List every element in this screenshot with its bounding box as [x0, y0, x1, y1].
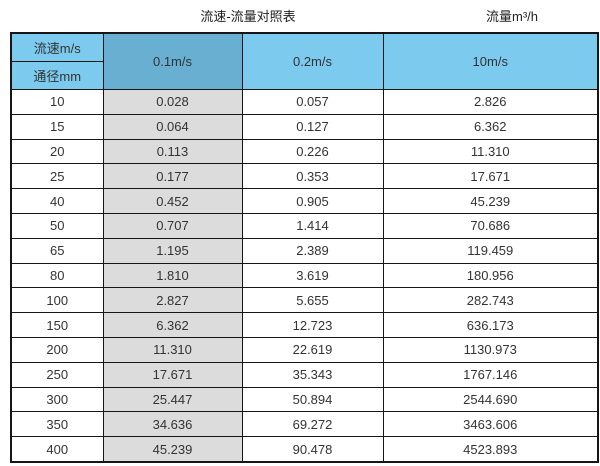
diameter-cell: 100 [10, 287, 104, 314]
table-title: 流速-流量对照表 [200, 9, 296, 24]
table-row: 150 6.362 12.723 636.173 [10, 312, 599, 338]
flow-value-cell: 2.827 [102, 287, 243, 314]
flow-value-cell: 0.353 [241, 163, 384, 190]
flow-value-cell: 0.177 [102, 163, 243, 190]
flow-value-cell: 0.113 [102, 138, 243, 165]
flow-value-cell: 17.671 [102, 361, 243, 388]
flow-value-cell: 1767.146 [382, 361, 599, 388]
corner-diameter-label: 通径mm [10, 61, 104, 90]
diameter-cell: 250 [10, 361, 104, 388]
diameter-cell: 10 [10, 89, 104, 115]
flow-value-cell: 0.127 [241, 113, 384, 140]
flow-value-cell: 1.414 [241, 212, 384, 239]
table-row: 400 45.239 90.478 4523.893 [10, 436, 599, 463]
flow-value-cell: 45.239 [102, 436, 243, 463]
flow-value-cell: 0.028 [102, 89, 243, 115]
flow-value-cell: 25.447 [102, 386, 243, 413]
flow-value-cell: 0.226 [241, 138, 384, 165]
flow-value-cell: 11.310 [102, 336, 243, 363]
table-row: 350 34.636 69.272 3463.606 [10, 411, 599, 438]
titles-bar: 流速-流量对照表 流量m³/h [0, 0, 600, 32]
flow-value-cell: 6.362 [102, 312, 243, 338]
diameter-cell: 350 [10, 411, 104, 438]
diameter-cell: 20 [10, 138, 104, 165]
corner-velocity-label: 流速m/s [10, 32, 104, 62]
table-row: 10 0.028 0.057 2.826 [10, 89, 599, 115]
flow-value-cell: 1.810 [102, 262, 243, 289]
flow-value-cell: 69.272 [241, 411, 384, 438]
flow-value-cell: 1130.973 [382, 336, 599, 363]
table-row: 25 0.177 0.353 17.671 [10, 163, 599, 190]
table-row: 300 25.447 50.894 2544.690 [10, 386, 599, 413]
flow-value-cell: 17.671 [382, 163, 599, 190]
flow-value-cell: 0.905 [241, 188, 384, 214]
flow-value-cell: 3.619 [241, 262, 384, 289]
flow-value-cell: 282.743 [382, 287, 599, 314]
flow-value-cell: 90.478 [241, 436, 384, 463]
flow-value-cell: 5.655 [241, 287, 384, 314]
table-row: 250 17.671 35.343 1767.146 [10, 361, 599, 388]
diameter-cell: 400 [10, 436, 104, 463]
flow-value-cell: 119.459 [382, 237, 599, 264]
table-row: 80 1.810 3.619 180.956 [10, 262, 599, 289]
velocity-column-0-1: 0.1m/s [102, 32, 243, 90]
flow-unit-label: 流量m³/h [485, 9, 538, 24]
table-row: 20 0.113 0.226 11.310 [10, 138, 599, 165]
flow-value-cell: 636.173 [382, 312, 599, 338]
table-row: 40 0.452 0.905 45.239 [10, 188, 599, 214]
flow-value-cell: 3463.606 [382, 411, 599, 438]
diameter-cell: 200 [10, 336, 104, 363]
table-row: 15 0.064 0.127 6.362 [10, 113, 599, 140]
diameter-cell: 150 [10, 312, 104, 338]
flow-value-cell: 0.452 [102, 188, 243, 214]
flow-value-cell: 0.707 [102, 212, 243, 239]
velocity-column-0-2: 0.2m/s [241, 32, 384, 90]
diameter-cell: 300 [10, 386, 104, 413]
flow-value-cell: 12.723 [241, 312, 384, 338]
flow-value-cell: 6.362 [382, 113, 599, 140]
diameter-cell: 15 [10, 113, 104, 140]
table-row: 50 0.707 1.414 70.686 [10, 212, 599, 239]
table-row: 200 11.310 22.619 1130.973 [10, 336, 599, 363]
table-row: 100 2.827 5.655 282.743 [10, 287, 599, 314]
diameter-cell: 40 [10, 188, 104, 214]
diameter-cell: 50 [10, 212, 104, 239]
flow-value-cell: 2.389 [241, 237, 384, 264]
header-row-top: 流速m/s 0.1m/s 0.2m/s 10m/s [10, 32, 599, 90]
flow-value-cell: 1.195 [102, 237, 243, 264]
flow-value-cell: 2544.690 [382, 386, 599, 413]
flow-value-cell: 22.619 [241, 336, 384, 363]
flow-value-cell: 50.894 [241, 386, 384, 413]
flow-value-cell: 4523.893 [382, 436, 599, 463]
flow-value-cell: 70.686 [382, 212, 599, 239]
flow-value-cell: 11.310 [382, 138, 599, 165]
velocity-column-10: 10m/s [382, 32, 599, 90]
flow-value-cell: 35.343 [241, 361, 384, 388]
diameter-cell: 65 [10, 237, 104, 264]
diameter-cell: 25 [10, 163, 104, 190]
flow-value-cell: 0.064 [102, 113, 243, 140]
flow-value-cell: 34.636 [102, 411, 243, 438]
header-row-bottom: 通径mm [10, 61, 598, 90]
flow-rate-table: 流速m/s 0.1m/s 0.2m/s 10m/s 通径mm 10 0.028 0.… [10, 32, 599, 463]
diameter-cell: 80 [10, 262, 104, 289]
flow-value-cell: 45.239 [382, 188, 599, 214]
flow-value-cell: 180.956 [382, 262, 599, 289]
table-row: 65 1.195 2.389 119.459 [10, 237, 599, 264]
flow-value-cell: 0.057 [241, 89, 384, 115]
flow-value-cell: 2.826 [382, 89, 599, 115]
